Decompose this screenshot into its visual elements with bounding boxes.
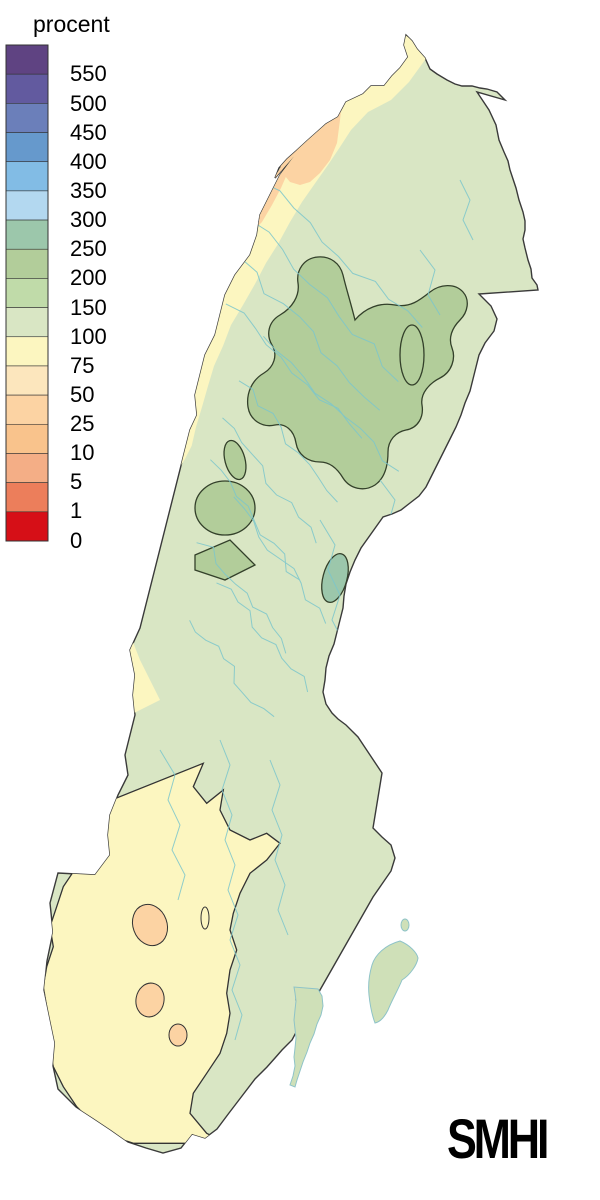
svg-text:450: 450: [70, 120, 107, 145]
svg-text:50: 50: [70, 382, 94, 407]
svg-text:250: 250: [70, 236, 107, 261]
svg-text:SMHI: SMHI: [447, 1107, 547, 1170]
svg-text:400: 400: [70, 149, 107, 174]
svg-text:500: 500: [70, 91, 107, 116]
svg-text:25: 25: [70, 411, 94, 436]
svg-text:300: 300: [70, 207, 107, 232]
svg-text:100: 100: [70, 324, 107, 349]
svg-text:200: 200: [70, 265, 107, 290]
svg-text:75: 75: [70, 353, 94, 378]
svg-text:550: 550: [70, 61, 107, 86]
svg-text:150: 150: [70, 295, 107, 320]
svg-text:1: 1: [70, 498, 82, 523]
svg-text:5: 5: [70, 469, 82, 494]
svg-text:procent: procent: [33, 11, 110, 37]
svg-text:0: 0: [70, 528, 82, 553]
svg-text:350: 350: [70, 178, 107, 203]
svg-text:10: 10: [70, 440, 94, 465]
